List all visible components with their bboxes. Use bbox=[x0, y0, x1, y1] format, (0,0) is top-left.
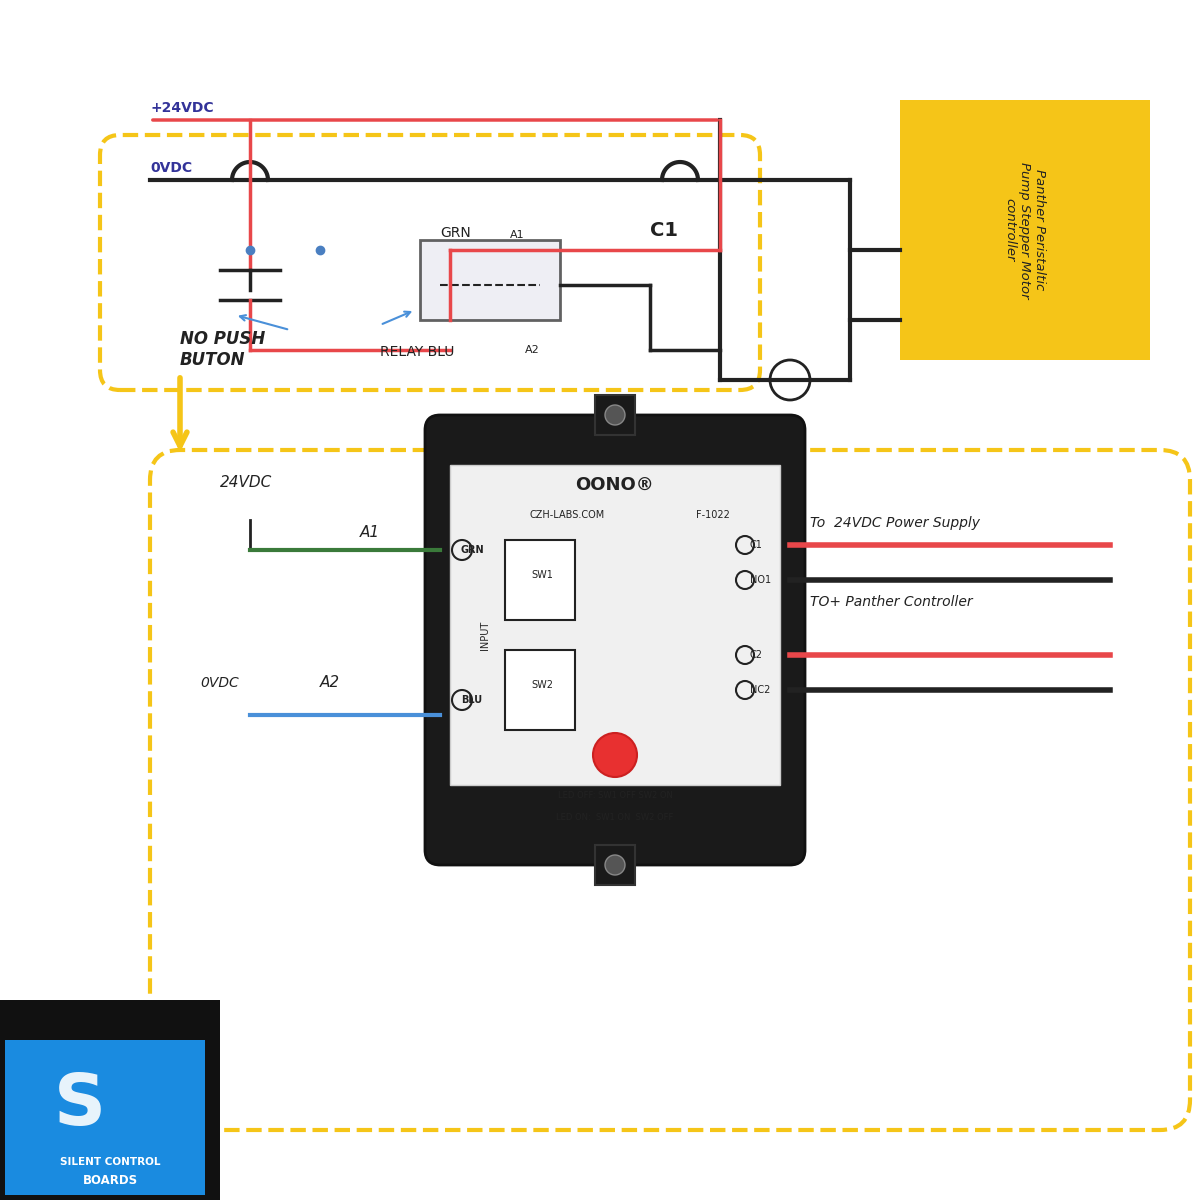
Text: TO+ Panther Controller: TO+ Panther Controller bbox=[810, 595, 973, 608]
Text: BLU: BLU bbox=[462, 695, 482, 704]
FancyBboxPatch shape bbox=[450, 464, 780, 785]
FancyBboxPatch shape bbox=[420, 240, 560, 320]
Text: To  24VDC Power Supply: To 24VDC Power Supply bbox=[810, 516, 980, 530]
Text: LED OFF: SW1 OFF SW2 ON: LED OFF: SW1 OFF SW2 ON bbox=[558, 791, 672, 799]
Circle shape bbox=[605, 854, 625, 875]
Text: +24VDC: +24VDC bbox=[150, 101, 214, 115]
Text: GRN: GRN bbox=[460, 545, 484, 554]
Text: C1: C1 bbox=[750, 540, 763, 550]
Text: A1: A1 bbox=[360, 526, 380, 540]
FancyBboxPatch shape bbox=[0, 1000, 220, 1200]
Text: F-1022: F-1022 bbox=[696, 510, 730, 520]
Circle shape bbox=[593, 733, 637, 778]
Text: 0VDC: 0VDC bbox=[200, 676, 239, 690]
Text: INPUT: INPUT bbox=[480, 620, 490, 649]
FancyBboxPatch shape bbox=[505, 540, 575, 620]
Text: S: S bbox=[54, 1070, 106, 1140]
Text: C2: C2 bbox=[750, 650, 763, 660]
Text: Panther Peristaltic
Pump Stepper Motor
controller: Panther Peristaltic Pump Stepper Motor c… bbox=[1003, 162, 1046, 299]
Text: 0VDC: 0VDC bbox=[150, 161, 192, 175]
Text: A1: A1 bbox=[510, 230, 524, 240]
Text: OONO®: OONO® bbox=[576, 476, 654, 494]
Text: SW2: SW2 bbox=[530, 680, 553, 690]
Text: GRN: GRN bbox=[440, 226, 470, 240]
Text: RELAY BLU: RELAY BLU bbox=[380, 344, 455, 359]
Text: SILENT CONTROL: SILENT CONTROL bbox=[60, 1157, 161, 1166]
FancyBboxPatch shape bbox=[505, 650, 575, 730]
FancyBboxPatch shape bbox=[900, 100, 1150, 360]
Text: NO1: NO1 bbox=[750, 575, 772, 584]
Circle shape bbox=[605, 404, 625, 425]
Text: A2: A2 bbox=[526, 344, 540, 355]
FancyBboxPatch shape bbox=[425, 415, 805, 865]
Text: 24VDC: 24VDC bbox=[220, 475, 272, 490]
Text: NO PUSH
BUTON: NO PUSH BUTON bbox=[180, 330, 265, 368]
Text: BOARDS: BOARDS bbox=[83, 1174, 138, 1187]
Text: CZH-LABS.COM: CZH-LABS.COM bbox=[530, 510, 605, 520]
Text: LED ON:  SW1 ON  SW2 OFF: LED ON: SW1 ON SW2 OFF bbox=[557, 814, 673, 822]
Text: SW1: SW1 bbox=[532, 570, 553, 580]
Text: NC2: NC2 bbox=[750, 685, 770, 695]
Text: C1: C1 bbox=[650, 221, 678, 240]
FancyBboxPatch shape bbox=[5, 1040, 205, 1195]
Text: A2: A2 bbox=[320, 674, 340, 690]
